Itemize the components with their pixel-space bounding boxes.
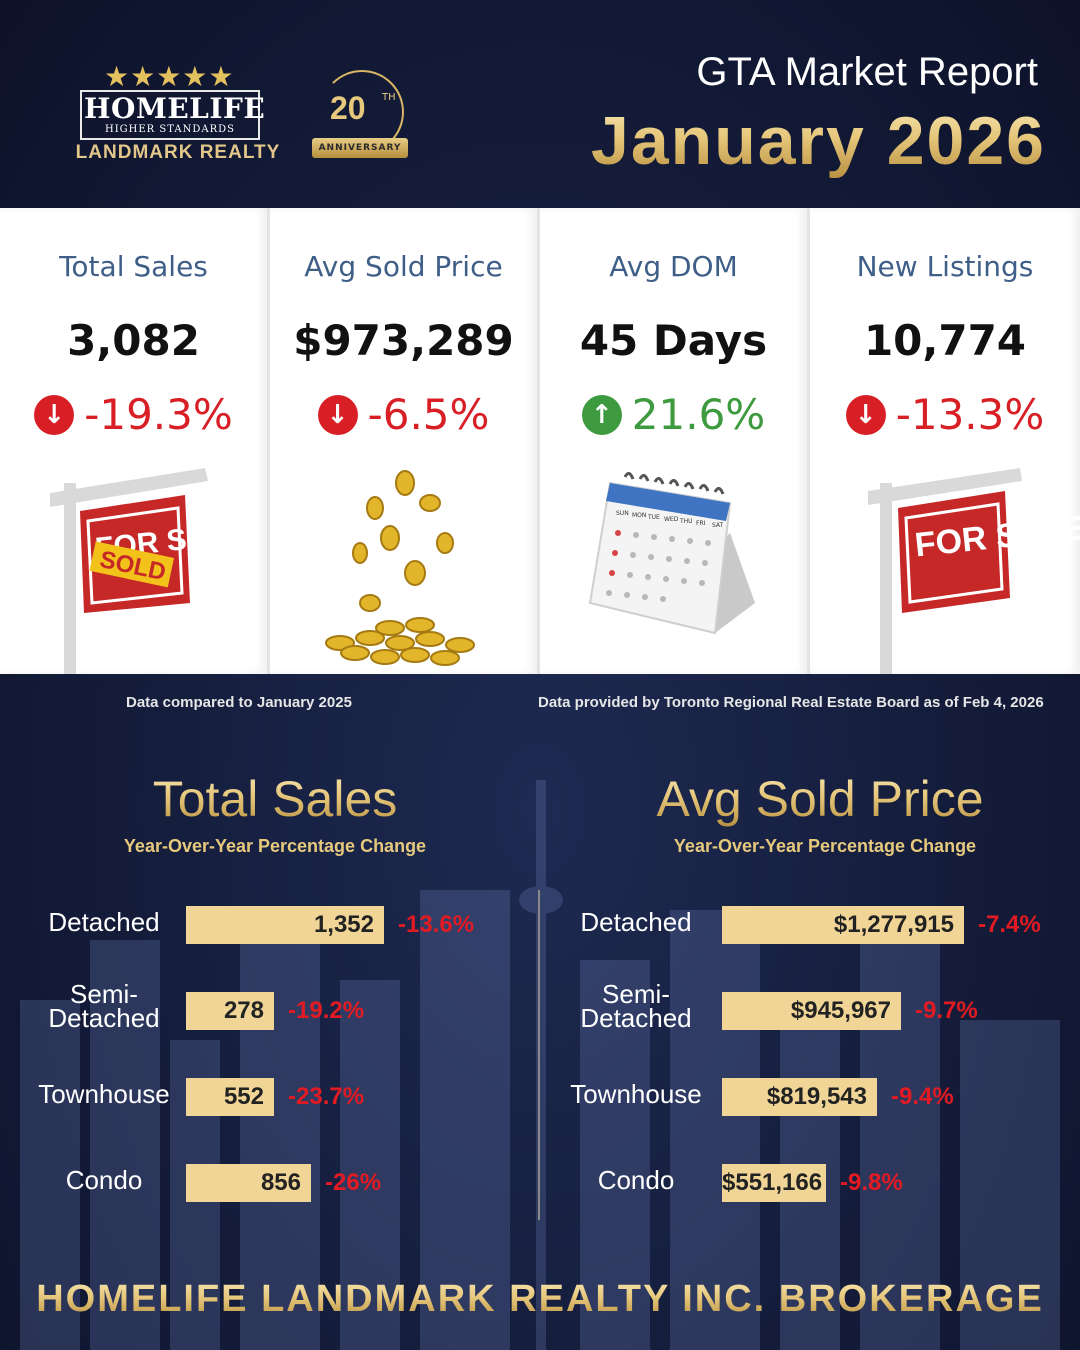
card-value: $973,289 — [293, 316, 514, 365]
note-comparison: Data compared to January 2025 — [126, 694, 352, 711]
report-title: GTA Market Report — [696, 50, 1038, 94]
change-percent: -13.6% — [398, 911, 475, 938]
footer-brokerage: HOMELIFE LANDMARK REALTY INC. BROKERAGE — [0, 1278, 1080, 1321]
card-change: ↓ -13.3% — [810, 390, 1080, 439]
value-bar: $945,967 — [722, 992, 901, 1030]
sold-sign-icon: FOR SALE SOLD — [50, 468, 248, 674]
change-percent: -26% — [325, 1169, 382, 1196]
for-sale-sign-icon: FOR SALE — [868, 468, 1080, 674]
row-label: Semi- Detached — [580, 979, 692, 1033]
card-value: 10,774 — [863, 316, 1027, 365]
row-label: Condo — [65, 1165, 143, 1195]
city-skyline-background — [20, 780, 1060, 1350]
stat-card-avg-sold-price: Avg Sold Price $973,289 ↓ -6.5% — [270, 208, 540, 674]
card-change: ↑ 21.6% — [540, 390, 807, 439]
row-label: Townhouse — [570, 1079, 702, 1109]
price-panel-subtitle: Year-Over-Year Percentage Change — [673, 836, 977, 856]
row-label: Condo — [597, 1165, 675, 1195]
day-wed: WED — [664, 516, 679, 523]
row-label: Detached — [580, 907, 692, 937]
brand-box: HOMELIFE HIGHER STANDARDS — [80, 90, 266, 140]
value-bar: 552 — [186, 1078, 274, 1116]
card-change-text: -13.3% — [895, 390, 1045, 439]
card-change: ↓ -6.5% — [270, 390, 537, 439]
anniversary-number: 20 — [330, 90, 366, 126]
day-mon: MON — [632, 512, 646, 519]
change-percent: -23.7% — [288, 1083, 365, 1110]
anniversary-badge: 20 TH ANNIVERSARY — [312, 66, 412, 166]
panel-divider — [538, 890, 540, 1220]
stat-card-total-sales: Total Sales 3,082 ↓ -19.3% FOR SALE SOLD — [0, 208, 270, 674]
value-bar: $819,543 — [722, 1078, 877, 1116]
report-month: January 2026 — [591, 103, 1046, 179]
row-label: Detached — [48, 907, 160, 937]
change-percent: -19.2% — [288, 997, 365, 1024]
card-label: Total Sales — [59, 250, 208, 283]
arrow-down-icon: ↓ — [34, 394, 75, 435]
card-change-text: 21.6% — [631, 390, 766, 439]
day-sat: SAT — [712, 522, 724, 529]
row-label: Townhouse — [38, 1079, 170, 1109]
card-change-text: -19.3% — [84, 390, 233, 439]
card-value: 3,082 — [67, 316, 200, 365]
stat-card-new-listings: New Listings 10,774 ↓ -13.3% FOR SALE — [810, 208, 1080, 674]
arrow-down-icon: ↓ — [317, 394, 358, 435]
header: ★★★★★ HOMELIFE HIGHER STANDARDS LANDMARK… — [0, 0, 1080, 207]
day-thu: THU — [679, 518, 693, 525]
day-fri: FRI — [696, 520, 706, 527]
card-label: New Listings — [856, 250, 1034, 283]
arrow-down-icon: ↓ — [845, 394, 886, 435]
value-bar: $1,277,915 — [722, 906, 964, 944]
note-source: Data provided by Toronto Regional Real E… — [538, 694, 1044, 711]
price-panel-title: Avg Sold Price — [610, 770, 1030, 828]
anniversary-suffix: TH — [382, 92, 396, 103]
card-change: ↓ -19.3% — [0, 390, 267, 439]
stat-cards: Total Sales 3,082 ↓ -19.3% FOR SALE SOLD… — [0, 208, 1080, 674]
sales-panel-subtitle: Year-Over-Year Percentage Change — [123, 836, 427, 856]
calendar-icon: SUN MON TUE WED THU FRI SAT — [588, 472, 755, 635]
homelife-logo[interactable]: ★★★★★ HOMELIFE HIGHER STANDARDS LANDMARK… — [58, 60, 298, 175]
gold-coins-icon — [325, 470, 475, 666]
sales-panel-title: Total Sales — [70, 770, 480, 828]
value-bar: 278 — [186, 992, 274, 1030]
change-percent: -9.7% — [915, 997, 978, 1024]
brand-name: HOMELIFE — [84, 92, 266, 125]
card-label: Avg DOM — [609, 250, 738, 283]
five-stars-icon: ★★★★★ — [104, 60, 235, 93]
day-sun: SUN — [616, 510, 629, 517]
card-change-text: -6.5% — [367, 390, 490, 439]
stat-card-avg-dom: Avg DOM 45 Days ↑ 21.6% SUN MON TUE WED … — [540, 208, 810, 674]
change-percent: -9.8% — [840, 1169, 903, 1196]
value-bar: 1,352 — [186, 906, 384, 944]
anniversary-ribbon: ANNIVERSARY — [312, 138, 408, 158]
brand-subtitle: LANDMARK REALTY — [75, 142, 281, 163]
change-percent: -9.4% — [891, 1083, 954, 1110]
card-label: Avg Sold Price — [304, 250, 503, 283]
brand-tagline: HIGHER STANDARDS — [105, 124, 235, 135]
change-percent: -7.4% — [978, 911, 1041, 938]
value-bar: $551,166 — [722, 1164, 826, 1202]
arrow-up-icon: ↑ — [581, 394, 622, 435]
row-label: Semi- Detached — [48, 979, 160, 1033]
day-tue: TUE — [647, 514, 660, 521]
value-bar: 856 — [186, 1164, 311, 1202]
card-value: 45 Days — [579, 316, 768, 365]
